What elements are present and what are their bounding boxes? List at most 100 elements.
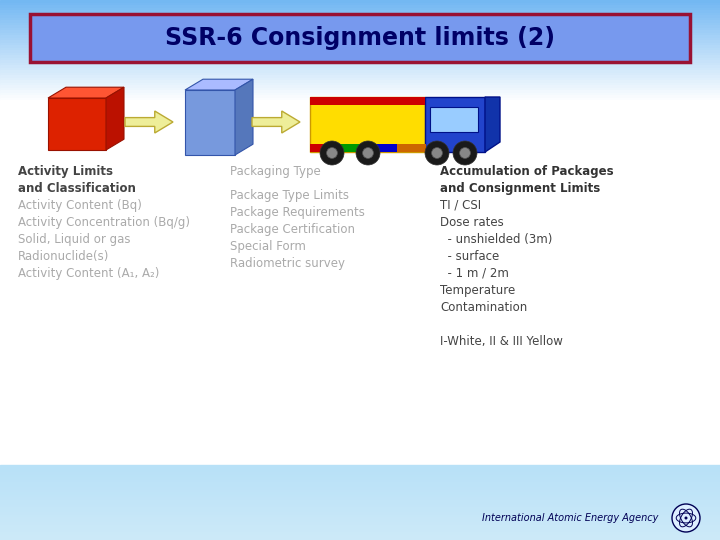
Bar	[0, 525, 720, 528]
Bar	[0, 5, 720, 8]
Bar	[0, 517, 720, 520]
Bar	[0, 32, 720, 35]
Bar	[0, 43, 720, 45]
Bar	[0, 530, 720, 532]
Polygon shape	[235, 79, 253, 155]
Bar	[0, 490, 720, 492]
Bar	[0, 45, 720, 48]
Bar	[397, 144, 426, 152]
Text: I-White, II & III Yellow: I-White, II & III Yellow	[440, 335, 563, 348]
Bar	[0, 48, 720, 50]
Bar	[0, 475, 720, 477]
Bar	[0, 15, 720, 17]
Bar	[0, 90, 720, 92]
Bar	[0, 50, 720, 52]
Circle shape	[672, 504, 700, 532]
Bar	[0, 497, 720, 500]
Bar	[0, 60, 720, 63]
Bar	[339, 144, 368, 152]
Polygon shape	[48, 87, 124, 98]
Bar	[0, 95, 720, 98]
Bar	[0, 17, 720, 20]
Text: TI / CSI: TI / CSI	[440, 199, 481, 212]
Text: - unshielded (3m): - unshielded (3m)	[440, 233, 552, 246]
Text: Activity Content (Bq): Activity Content (Bq)	[18, 199, 142, 212]
Bar	[0, 65, 720, 68]
Text: Packaging Type: Packaging Type	[230, 165, 320, 178]
Bar	[0, 488, 720, 490]
Text: and Classification: and Classification	[18, 182, 136, 195]
Polygon shape	[106, 87, 124, 150]
Bar	[0, 25, 720, 28]
Bar	[0, 10, 720, 12]
Bar	[0, 3, 720, 5]
Bar	[0, 37, 720, 40]
Bar	[425, 97, 485, 152]
Text: Package Requirements: Package Requirements	[230, 206, 365, 219]
Polygon shape	[185, 79, 253, 90]
Bar	[0, 87, 720, 90]
Bar	[0, 500, 720, 503]
Text: SSR-6 Consignment limits (2): SSR-6 Consignment limits (2)	[165, 26, 555, 50]
Circle shape	[356, 141, 380, 165]
Bar	[368, 144, 397, 152]
Bar	[0, 12, 720, 15]
Bar	[0, 495, 720, 497]
Bar	[0, 512, 720, 515]
Text: Accumulation of Packages: Accumulation of Packages	[440, 165, 613, 178]
Text: Activity Content (A₁, A₂): Activity Content (A₁, A₂)	[18, 267, 159, 280]
Bar	[0, 78, 720, 80]
Text: Contamination: Contamination	[440, 301, 527, 314]
Bar	[0, 8, 720, 10]
Bar	[0, 72, 720, 75]
Text: and Consignment Limits: and Consignment Limits	[440, 182, 600, 195]
Bar	[0, 485, 720, 488]
Text: - surface: - surface	[440, 250, 499, 263]
Text: Dose rates: Dose rates	[440, 216, 504, 229]
Text: International Atomic Energy Agency: International Atomic Energy Agency	[482, 513, 658, 523]
Polygon shape	[125, 111, 173, 133]
Bar	[430, 107, 478, 132]
Bar	[0, 80, 720, 83]
Text: Package Certification: Package Certification	[230, 223, 355, 236]
Text: - 1 m / 2m: - 1 m / 2m	[440, 267, 509, 280]
Bar	[0, 68, 720, 70]
Bar	[0, 508, 720, 510]
Bar	[0, 63, 720, 65]
Bar	[0, 30, 720, 32]
Bar	[0, 515, 720, 517]
Bar	[0, 75, 720, 78]
Bar	[0, 70, 720, 72]
Bar	[0, 55, 720, 57]
Bar	[0, 100, 720, 465]
Bar	[0, 532, 720, 535]
Bar	[0, 535, 720, 537]
Bar	[0, 28, 720, 30]
Bar	[0, 98, 720, 100]
Text: Activity Concentration (Bq/g): Activity Concentration (Bq/g)	[18, 216, 190, 229]
Bar	[310, 144, 339, 152]
Bar	[0, 83, 720, 85]
Text: Solid, Liquid or gas: Solid, Liquid or gas	[18, 233, 130, 246]
FancyBboxPatch shape	[30, 14, 690, 62]
Bar	[0, 85, 720, 87]
Bar	[0, 40, 720, 43]
Circle shape	[685, 516, 688, 519]
Text: Activity Limits: Activity Limits	[18, 165, 113, 178]
Bar	[310, 97, 425, 152]
Bar	[0, 537, 720, 540]
Bar	[0, 0, 720, 3]
Bar	[0, 520, 720, 523]
Circle shape	[320, 141, 344, 165]
Bar	[0, 468, 720, 470]
Text: Radionuclide(s): Radionuclide(s)	[18, 250, 109, 263]
Bar	[0, 465, 720, 468]
Circle shape	[425, 141, 449, 165]
Bar	[0, 57, 720, 60]
Bar	[0, 477, 720, 480]
Bar	[0, 20, 720, 23]
Polygon shape	[485, 97, 500, 152]
Bar	[310, 97, 425, 105]
Bar	[0, 480, 720, 483]
Bar	[0, 510, 720, 512]
